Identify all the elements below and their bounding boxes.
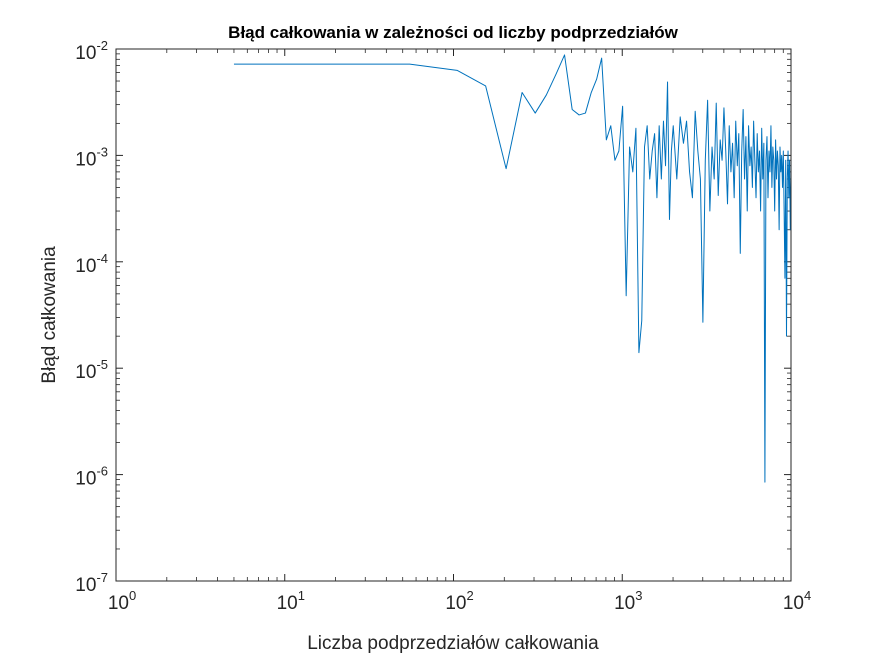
y-tick-label-base: 10	[75, 575, 96, 596]
y-tick-label: 10-6	[75, 464, 108, 490]
y-tick-label: 10-2	[75, 38, 108, 64]
x-tick-label: 103	[614, 588, 642, 614]
y-axis-label: Błąd całkowania	[39, 246, 60, 384]
y-tick-label: 10-3	[75, 144, 108, 170]
x-tick-label-exponent: 1	[298, 588, 305, 603]
y-tick-label-exponent: -5	[96, 357, 108, 372]
x-tick-label-exponent: 4	[804, 588, 811, 603]
x-tick-label-base: 10	[445, 593, 466, 614]
plot-area	[116, 49, 791, 581]
y-tick-label-base: 10	[75, 469, 96, 490]
axes-box	[115, 48, 792, 582]
series-layer	[233, 54, 792, 483]
chart-title: Błąd całkowania w zależności od liczby p…	[228, 23, 678, 42]
x-axis-label: Liczba podprzedziałów całkowania	[307, 633, 599, 654]
y-tick-label-exponent: -2	[96, 38, 108, 53]
y-tick-label: 10-7	[75, 570, 108, 596]
y-tick-label-base: 10	[75, 43, 96, 64]
x-tick-label: 101	[277, 588, 305, 614]
y-tick-label-base: 10	[75, 149, 96, 170]
x-tick-label-base: 10	[783, 593, 804, 614]
x-tick-label-exponent: 0	[129, 588, 136, 603]
x-tick-label: 100	[108, 588, 136, 614]
x-tick-label-base: 10	[277, 593, 298, 614]
x-tick-label-base: 10	[614, 593, 635, 614]
y-tick-label-exponent: -3	[96, 144, 108, 159]
x-tick-label-exponent: 2	[466, 588, 473, 603]
y-tick-label-base: 10	[75, 362, 96, 383]
y-tick-label-exponent: -6	[96, 464, 108, 479]
x-tick-label: 104	[783, 588, 811, 614]
y-tick-label: 10-4	[75, 251, 108, 277]
x-tick-label: 102	[445, 588, 473, 614]
y-tick-label-base: 10	[75, 256, 96, 277]
y-tick-label-exponent: -4	[96, 251, 108, 266]
x-tick-label-base: 10	[108, 593, 129, 614]
series-line-0	[233, 54, 792, 483]
y-tick-label: 10-5	[75, 357, 108, 383]
y-tick-label-exponent: -7	[96, 570, 108, 585]
x-tick-label-exponent: 3	[635, 588, 642, 603]
